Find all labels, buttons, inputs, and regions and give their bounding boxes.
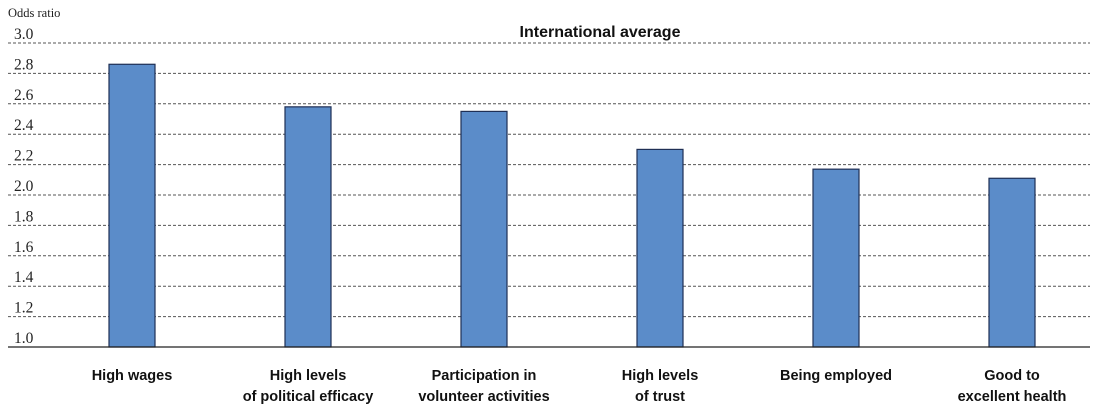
bar [636,148,684,348]
category-label: Participation in [432,368,537,384]
y-tick-label: 1.4 [14,269,34,286]
bar [988,177,1036,348]
chart-title: International average [520,24,681,41]
y-tick-label: 1.8 [14,208,34,225]
category-label: of political efficacy [243,389,374,405]
category-labels: High wages High levels of political effica… [92,368,1067,405]
category-label: Good to [984,368,1040,384]
y-tick-label: 1.0 [14,330,34,347]
category-label: High levels [270,368,347,384]
bar [460,110,508,348]
category-label: excellent health [958,389,1067,405]
bar [812,168,860,348]
bars [108,63,1036,348]
y-tick-label: 1.2 [14,300,33,317]
y-tick-label: 2.8 [14,56,34,73]
category-label: of trust [635,389,685,405]
category-label: High levels [622,368,699,384]
bar [284,106,332,348]
category-label: High wages [92,368,173,384]
category-label: Being employed [780,368,892,384]
y-tick-label: 2.0 [14,178,34,195]
y-tick-label: 2.4 [14,117,34,134]
y-tick-label: 2.6 [14,87,34,104]
y-axis-ticks: 1.0 1.2 1.4 1.6 1.8 2.0 2.2 2.4 2.6 2.8 3.0 [14,26,34,347]
y-tick-label: 2.2 [14,148,33,165]
y-axis-label: Odds ratio [8,6,60,20]
y-tick-label: 1.6 [14,239,34,256]
y-tick-label: 3.0 [14,26,34,43]
category-label: volunteer activities [418,389,549,405]
gridlines [8,42,1090,318]
bar [108,63,156,348]
